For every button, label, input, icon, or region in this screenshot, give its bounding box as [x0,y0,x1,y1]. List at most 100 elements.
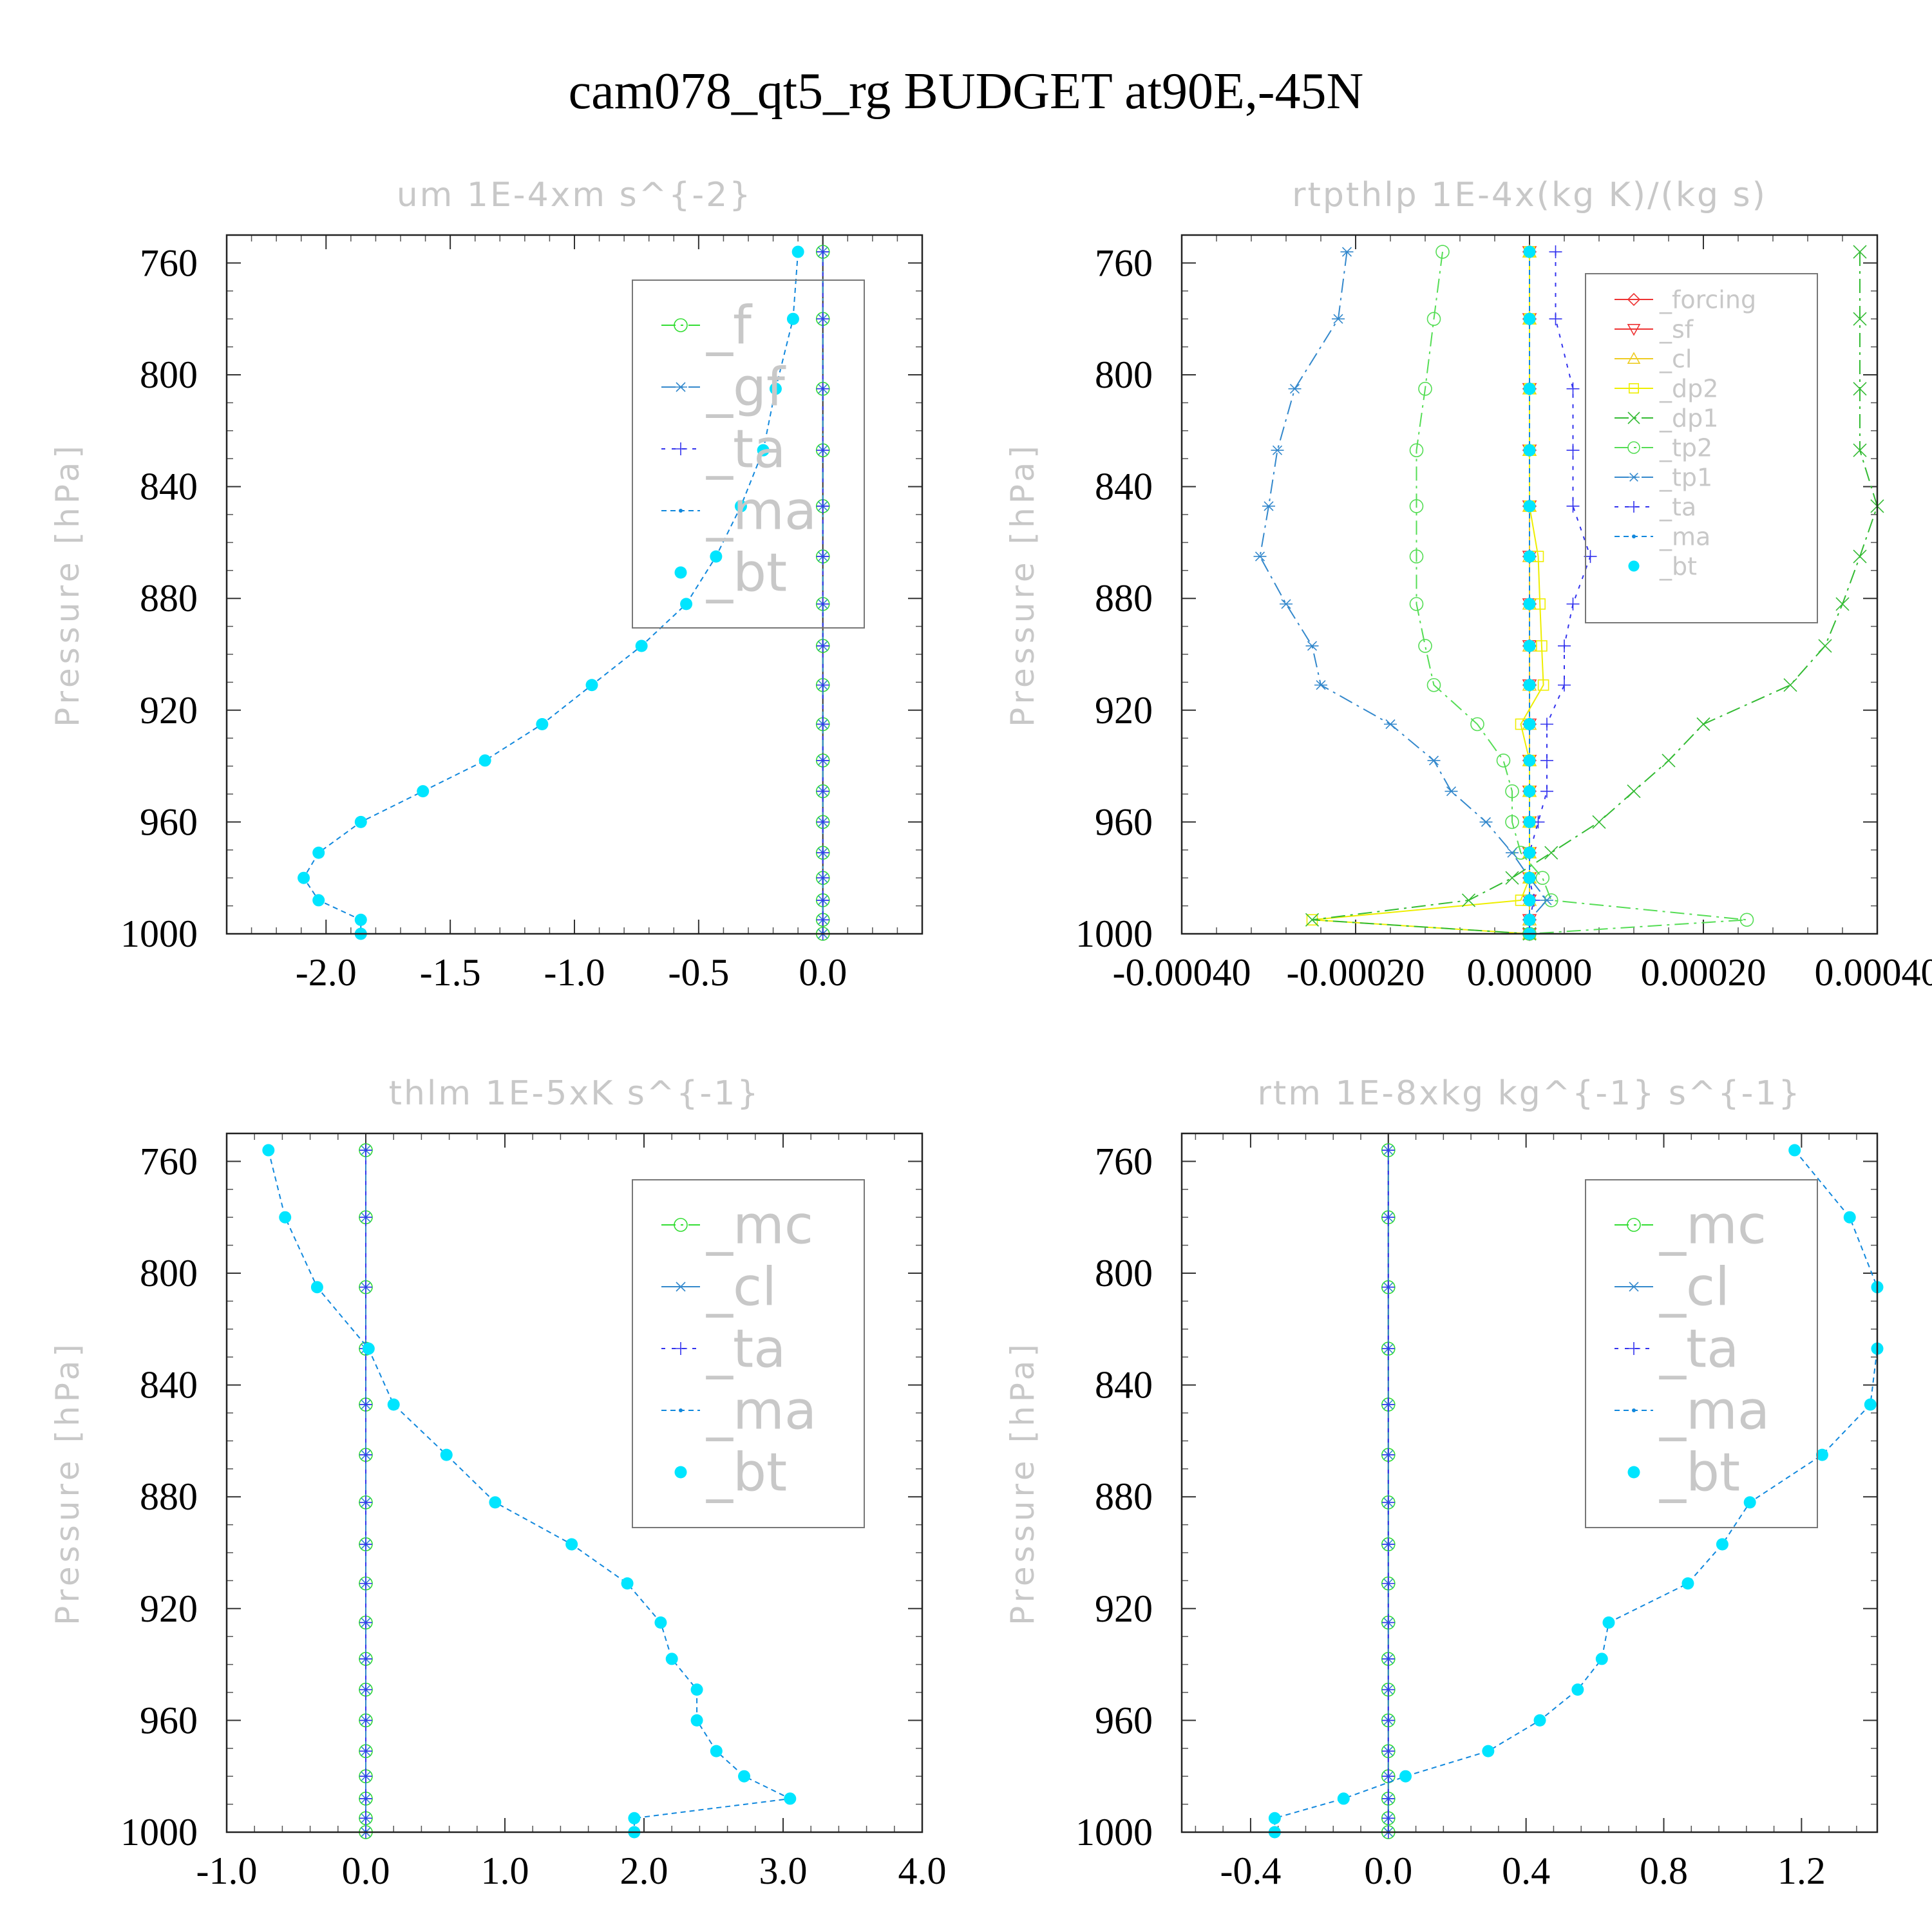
data-point [262,1144,275,1157]
data-point [710,1745,723,1757]
data-point [1853,549,1867,564]
series-line [1529,252,1591,934]
data-point [1314,680,1327,690]
legend-label: _cl [1659,345,1692,373]
x-tick-label: 0.00000 [1467,951,1593,994]
data-point [354,913,367,926]
legend: _mc_cl_ta_ma_bt [1585,1179,1818,1528]
legend-label: _bt [706,1443,787,1504]
legend: _forcing_sf_cl_dp2_dp1_tp2_tp1_ta_ma_bt [1585,273,1818,623]
data-point [362,1342,375,1355]
x-tick-label: -1.5 [420,951,481,994]
data-point [1305,913,1320,927]
panel-title: thlm 1E-5xK s^{-1} [389,1074,761,1113]
legend-marker [1627,1342,1640,1355]
data-point [359,1211,372,1224]
data-point [359,1652,372,1665]
data-point [312,894,325,907]
y-axis-label: Pressure [hPa] [1004,1340,1041,1625]
data-point [1381,1495,1395,1509]
legend-box [632,1179,865,1528]
data-point [1470,717,1484,732]
data-point [1540,784,1553,798]
y-tick-label: 920 [1095,689,1153,732]
data-point [1288,384,1302,394]
data-point [1381,1577,1395,1590]
y-tick-label: 880 [1095,1475,1153,1518]
y-tick-label: 840 [140,1364,198,1406]
data-point [816,639,829,652]
data-point [1523,785,1536,798]
data-point [621,1577,634,1590]
data-point [1788,1144,1801,1157]
data-point [1835,597,1850,611]
data-point [1566,597,1580,611]
data-point [1381,1280,1395,1294]
y-tick-label: 920 [140,1587,198,1630]
y-tick-label: 1000 [120,913,198,955]
legend-marker [1628,560,1640,572]
data-point [654,1616,667,1629]
data-point [298,871,310,884]
data-point [1523,444,1536,457]
series-tp1 [1253,247,1553,939]
data-point [628,1812,641,1824]
data-point [1544,846,1558,860]
data-point [1602,1616,1615,1629]
x-tick-label: -1.0 [544,951,605,994]
data-point [1409,549,1424,564]
legend-marker [1628,501,1640,513]
data-point [1864,1398,1877,1411]
y-tick-label: 920 [140,689,198,732]
x-tick-label: 0.0 [342,1850,390,1892]
legend-marker [1629,383,1640,393]
y-tick-label: 960 [140,1699,198,1741]
plot-frame [225,234,923,935]
x-tick-label: 0.8 [1640,1850,1688,1892]
data-point [417,785,430,798]
series-dp1 [1305,245,1884,941]
data-point [757,444,770,457]
data-point [536,718,549,730]
legend-marker [674,318,688,332]
data-point [1381,1683,1395,1696]
minor-ticks [226,234,923,934]
y-tick-label: 800 [1095,1252,1153,1294]
x-tick-label: -2.0 [296,951,357,994]
data-point [816,245,829,259]
data-point [1381,1537,1395,1551]
data-point [1262,501,1275,511]
x-tick-label: -0.4 [1220,1850,1281,1892]
data-point [1523,754,1536,767]
data-point [1853,245,1867,259]
data-point [359,1792,372,1805]
legend-box [1585,1179,1818,1528]
data-point [359,1577,372,1590]
data-point [1381,1770,1395,1783]
data-point [1523,871,1536,884]
data-point [312,846,325,859]
legend-label: _bt [1659,552,1697,580]
legend-label: _ta [706,1319,786,1380]
data-point [359,1280,372,1294]
y-tick-label: 760 [1095,1140,1153,1182]
figure-title: cam078_qt5_rg BUDGET at90E,-45N [569,63,1364,120]
data-point [1523,500,1536,513]
x-tick-label: 2.0 [620,1850,668,1892]
series-line [1312,252,1544,934]
y-axis-label: Pressure [hPa] [49,442,86,727]
data-point [1399,1770,1412,1783]
legend: _f_gf_ta_ma_bt [632,279,865,629]
y-tick-label: 800 [1095,354,1153,396]
data-point [1479,817,1493,827]
y-tick-label: 960 [1095,1699,1153,1741]
x-tick-label: 0.00040 [1815,951,1932,994]
legend-marker [1628,473,1640,482]
data-point [1743,1496,1756,1509]
legend: _mc_cl_ta_ma_bt [632,1179,865,1528]
data-point [1783,678,1797,692]
data-point [279,1211,292,1224]
legend-marker [1627,292,1641,307]
data-point [354,815,367,828]
